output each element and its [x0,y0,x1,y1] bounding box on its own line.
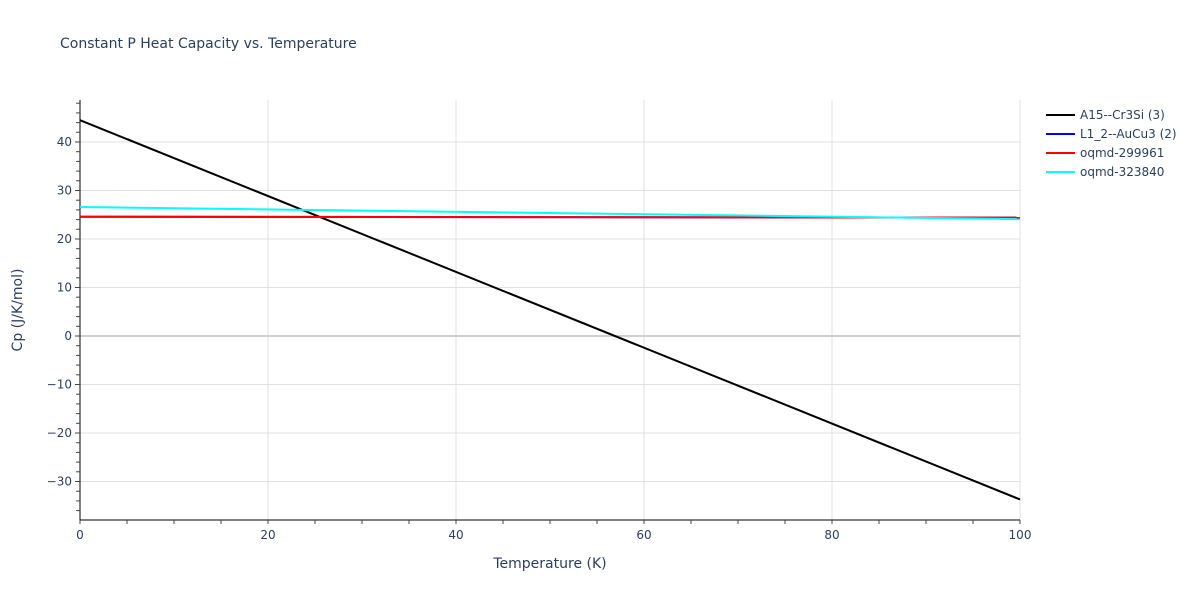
series-line [79,205,1021,221]
legend-item[interactable]: L1_2--AuCu3 (2) [1046,127,1177,141]
legend-label: oqmd-323840 [1080,165,1164,179]
x-tick-label: 100 [1009,528,1032,542]
x-tick-label: 20 [260,528,275,542]
y-tick-label: −10 [47,378,72,392]
legend-label: oqmd-299961 [1080,146,1164,160]
y-tick-label: 20 [57,232,72,246]
y-axis-title: Cp (J/K/mol) [10,269,26,352]
series-line [79,119,1021,501]
x-axis-title: Temperature (K) [492,556,606,572]
legend-item[interactable]: oqmd-323840 [1046,165,1164,179]
x-tick-label: 80 [824,528,839,542]
legend-item[interactable]: A15--Cr3Si (3) [1046,108,1165,122]
legend-label: L1_2--AuCu3 (2) [1080,127,1177,141]
x-tick-label: 60 [636,528,651,542]
data-series [79,119,1021,501]
legend-item[interactable]: oqmd-299961 [1046,146,1164,160]
y-tick-label: 30 [57,184,72,198]
y-tick-label: −20 [47,426,72,440]
legend[interactable]: A15--Cr3Si (3) L1_2--AuCu3 (2) oqmd-299961… [1046,108,1177,179]
y-tick-label: 10 [57,281,72,295]
y-tick-label: 40 [57,135,72,149]
x-tick-label: 0 [76,528,84,542]
x-tick-label: 40 [448,528,463,542]
legend-label: A15--Cr3Si (3) [1080,108,1165,122]
axes: 0 20 40 60 80 100 −30 −20 −10 0 10 20 30 40 [47,100,1032,542]
y-tick-label: 0 [64,329,72,343]
y-tick-label: −30 [47,475,72,489]
gridlines [80,100,1021,520]
chart-title: Constant P Heat Capacity vs. Temperature [60,36,357,52]
